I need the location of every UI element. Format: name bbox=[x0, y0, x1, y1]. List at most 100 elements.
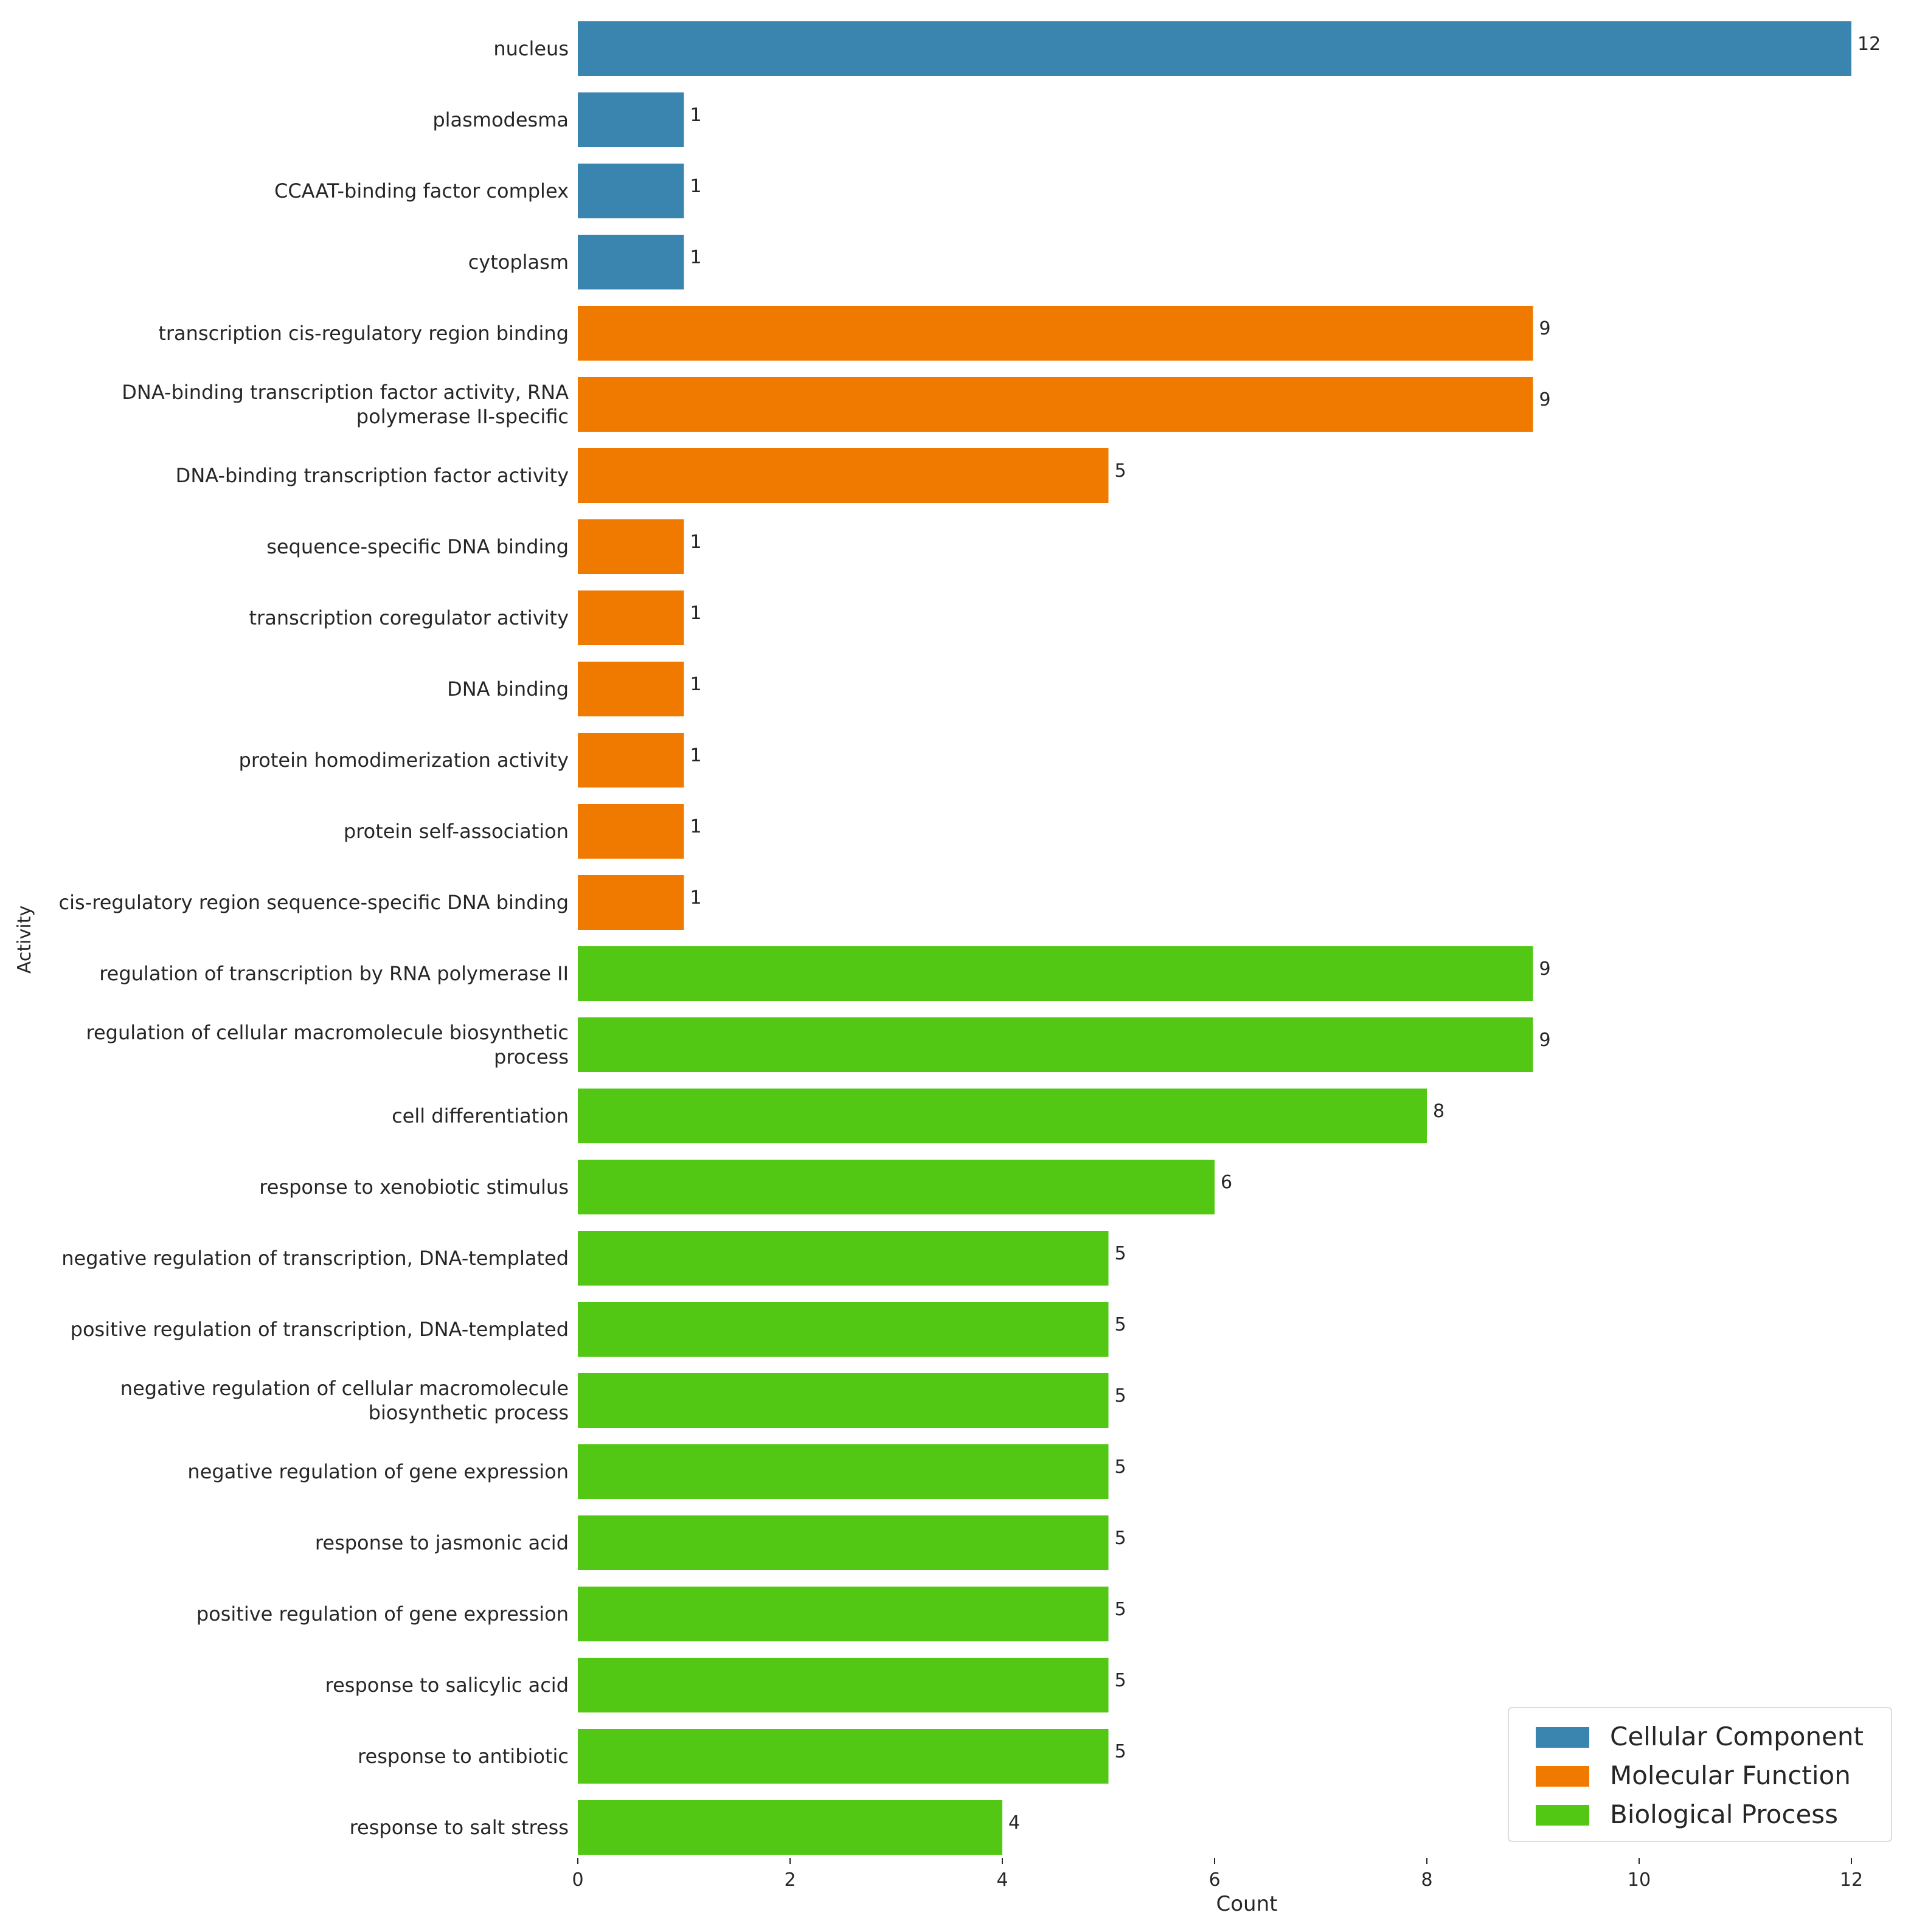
x-tick-label: 10 bbox=[1628, 1869, 1651, 1891]
bar bbox=[578, 804, 684, 859]
bar bbox=[578, 733, 684, 788]
data-label: 5 bbox=[1115, 1599, 1126, 1620]
legend-frame bbox=[1508, 1707, 1892, 1842]
data-label: 1 bbox=[690, 745, 702, 766]
category-label: response to salt stress bbox=[350, 1816, 569, 1839]
category-label: positive regulation of transcription, DN… bbox=[71, 1318, 569, 1341]
data-label: 1 bbox=[690, 603, 702, 624]
data-label: 5 bbox=[1115, 1314, 1126, 1335]
bar bbox=[578, 1231, 1109, 1286]
category-label: DNA-binding transcription factor activit… bbox=[176, 464, 569, 487]
category-label: nucleus bbox=[493, 37, 569, 60]
bar bbox=[578, 590, 684, 645]
category-label: negative regulation of transcription, DN… bbox=[61, 1247, 569, 1270]
bar bbox=[578, 519, 684, 574]
category-label: cytoplasm bbox=[468, 251, 569, 274]
y-axis-title: Activity bbox=[14, 905, 35, 974]
legend-swatch bbox=[1536, 1727, 1589, 1748]
legend-swatch bbox=[1536, 1805, 1589, 1826]
category-label: sequence-specific DNA binding bbox=[266, 535, 569, 558]
data-label: 5 bbox=[1115, 1528, 1126, 1549]
bar bbox=[578, 1017, 1533, 1072]
x-tick-label: 6 bbox=[1209, 1869, 1220, 1891]
bar bbox=[578, 164, 684, 218]
bar bbox=[578, 1302, 1109, 1357]
bars-layer bbox=[578, 21, 1851, 1855]
category-label: positive regulation of gene expression bbox=[196, 1602, 569, 1626]
data-label: 1 bbox=[690, 674, 702, 695]
category-label: CCAAT-binding factor complex bbox=[274, 179, 569, 203]
data-label: 5 bbox=[1115, 1243, 1126, 1264]
data-label: 5 bbox=[1115, 460, 1126, 482]
category-label: transcription coregulator activity bbox=[249, 606, 569, 629]
category-label: DNA binding bbox=[447, 677, 569, 701]
x-tick-label: 8 bbox=[1421, 1869, 1432, 1891]
data-label: 5 bbox=[1115, 1741, 1126, 1762]
category-label: response to xenobiotic stimulus bbox=[259, 1175, 569, 1199]
data-label: 1 bbox=[690, 247, 702, 268]
data-label: 4 bbox=[1008, 1812, 1020, 1833]
data-label: 9 bbox=[1539, 958, 1551, 980]
bar bbox=[578, 1373, 1109, 1428]
category-label: negative regulation of gene expression bbox=[187, 1460, 569, 1483]
legend-label: Molecular Function bbox=[1610, 1761, 1851, 1790]
category-labels: nucleus plasmodesma CCAAT-binding factor c… bbox=[59, 37, 569, 1839]
category-label: regulation of transcription by RNA polym… bbox=[99, 962, 569, 985]
category-label: response to antibiotic bbox=[358, 1745, 569, 1768]
bar bbox=[578, 875, 684, 930]
legend-swatch bbox=[1536, 1766, 1589, 1787]
bar bbox=[578, 1658, 1109, 1712]
data-label: 9 bbox=[1539, 1030, 1551, 1051]
bar bbox=[578, 1515, 1109, 1570]
data-label: 9 bbox=[1539, 318, 1551, 339]
data-label: 1 bbox=[690, 887, 702, 909]
category-label: regulation of cellular macromolecule bio… bbox=[86, 1021, 569, 1068]
x-tick-label: 4 bbox=[996, 1869, 1008, 1891]
data-label: 6 bbox=[1221, 1172, 1232, 1193]
bar bbox=[578, 235, 684, 289]
data-label: 9 bbox=[1539, 389, 1551, 410]
legend-label: Cellular Component bbox=[1610, 1722, 1864, 1751]
x-tick-label: 12 bbox=[1840, 1869, 1863, 1891]
data-label: 1 bbox=[690, 531, 702, 553]
data-label: 1 bbox=[690, 105, 702, 126]
data-label: 5 bbox=[1115, 1385, 1126, 1407]
legend-label: Biological Process bbox=[1610, 1799, 1838, 1829]
bar bbox=[578, 1089, 1427, 1143]
bar bbox=[578, 662, 684, 716]
category-label: plasmodesma bbox=[432, 108, 569, 131]
bar bbox=[578, 21, 1851, 76]
category-label: DNA-binding transcription factor activit… bbox=[122, 381, 569, 428]
data-label: 5 bbox=[1115, 1670, 1126, 1691]
data-label: 1 bbox=[690, 816, 702, 837]
category-label: cis-regulatory region sequence-specific … bbox=[59, 891, 569, 914]
x-axis-title: Count bbox=[1216, 1892, 1278, 1916]
bar bbox=[578, 1800, 1002, 1855]
bar bbox=[578, 1444, 1109, 1499]
data-label: 8 bbox=[1433, 1101, 1445, 1122]
value-labels: 12 1 1 1 9 9 5 1 1 1 1 1 1 9 9 8 6 5 5 5 5 5 5 5 5 4 bbox=[690, 33, 1881, 1833]
data-label: 1 bbox=[690, 176, 702, 197]
category-label: protein homodimerization activity bbox=[239, 749, 569, 772]
bar bbox=[578, 1160, 1215, 1214]
category-label: protein self-association bbox=[344, 820, 569, 843]
bar bbox=[578, 1587, 1109, 1641]
category-label: transcription cis-regulatory region bind… bbox=[158, 322, 569, 345]
bar bbox=[578, 1729, 1109, 1784]
axes: Count Activity 0 2 4 6 8 10 12 bbox=[14, 905, 1863, 1916]
category-label: response to jasmonic acid bbox=[315, 1531, 569, 1554]
bar bbox=[578, 306, 1533, 361]
legend: Cellular Component Molecular Function Biol… bbox=[1508, 1707, 1892, 1842]
data-label: 5 bbox=[1115, 1456, 1126, 1478]
category-label: response to salicylic acid bbox=[325, 1674, 569, 1697]
x-tick-label: 2 bbox=[784, 1869, 796, 1891]
bar bbox=[578, 946, 1533, 1001]
data-label: 12 bbox=[1857, 33, 1881, 55]
x-tick-label: 0 bbox=[572, 1869, 583, 1891]
bar bbox=[578, 92, 684, 147]
category-label: cell differentiation bbox=[392, 1104, 569, 1127]
category-label: negative regulation of cellular macromol… bbox=[120, 1377, 569, 1424]
bar bbox=[578, 448, 1109, 503]
